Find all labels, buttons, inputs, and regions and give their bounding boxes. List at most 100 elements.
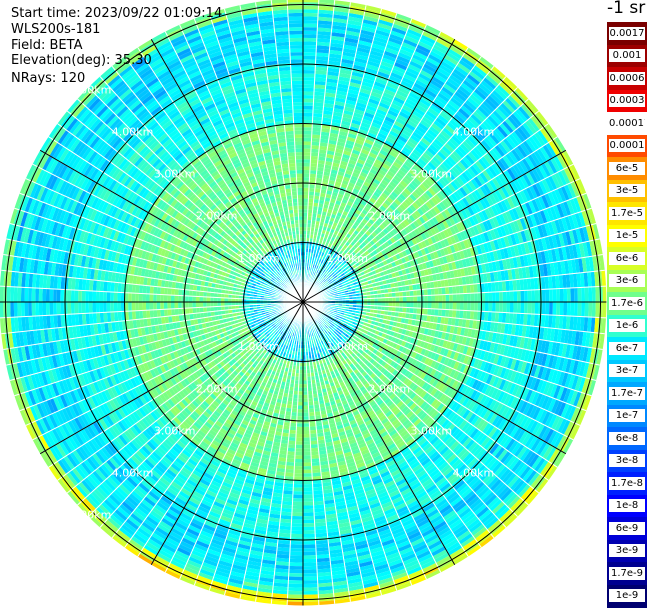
beta-gate bbox=[385, 302, 389, 306]
beta-gate bbox=[310, 167, 317, 171]
beta-gate bbox=[303, 181, 309, 185]
beta-gate bbox=[303, 166, 310, 170]
beta-gate bbox=[578, 287, 582, 302]
beta-gate bbox=[303, 152, 311, 156]
beta-gate bbox=[303, 141, 311, 145]
beta-gate bbox=[553, 302, 557, 315]
beta-gate bbox=[406, 291, 410, 297]
beta-gate bbox=[460, 294, 464, 302]
beta-gate bbox=[545, 289, 549, 302]
beta-gate bbox=[456, 286, 460, 294]
beta-gate bbox=[303, 170, 310, 174]
beta-gate bbox=[535, 302, 539, 314]
beta-gate bbox=[492, 302, 496, 312]
beta-gate bbox=[303, 9, 318, 13]
beta-gate bbox=[449, 302, 453, 310]
beta-gate bbox=[503, 302, 507, 313]
beta-gate bbox=[456, 310, 460, 318]
beta-gate bbox=[463, 302, 467, 311]
beta-gate bbox=[553, 289, 557, 302]
beta-gate bbox=[402, 291, 406, 297]
beta-gate bbox=[303, 198, 308, 202]
beta-gate bbox=[311, 145, 319, 149]
beta-gate bbox=[303, 24, 318, 28]
beta-gate bbox=[524, 290, 528, 302]
beta-gate bbox=[595, 286, 599, 302]
beta-gate bbox=[303, 45, 316, 49]
beta-gate bbox=[392, 297, 396, 302]
beta-gate bbox=[438, 295, 442, 302]
beta-gate bbox=[303, 77, 315, 81]
beta-gate bbox=[474, 293, 478, 302]
beta-gate bbox=[309, 177, 316, 181]
beta-gate bbox=[506, 291, 510, 302]
beta-gate bbox=[310, 430, 317, 434]
beta-gate bbox=[438, 287, 442, 294]
beta-gate bbox=[303, 16, 318, 20]
beta-gate bbox=[310, 440, 318, 444]
beta-gate bbox=[303, 41, 317, 45]
beta-gate bbox=[309, 409, 315, 413]
beta-gate bbox=[312, 134, 321, 138]
beta-gate bbox=[303, 145, 311, 149]
beta-gate bbox=[595, 302, 599, 318]
beta-gate bbox=[545, 302, 549, 315]
beta-gate bbox=[310, 426, 317, 430]
beta-gate bbox=[574, 288, 578, 302]
beta-gate bbox=[431, 309, 435, 316]
beta-gate bbox=[427, 289, 431, 296]
beta-gate bbox=[303, 191, 309, 195]
beta-gate bbox=[406, 307, 410, 313]
beta-gate bbox=[503, 291, 507, 302]
beta-gate bbox=[303, 134, 312, 138]
beta-gate bbox=[303, 177, 310, 181]
beta-gate bbox=[406, 302, 410, 308]
beta-gate bbox=[570, 288, 574, 302]
beta-gate bbox=[453, 294, 457, 302]
beta-gate bbox=[496, 292, 500, 302]
beta-gate bbox=[421, 302, 425, 308]
beta-gate bbox=[528, 302, 532, 314]
beta-gate bbox=[467, 293, 471, 302]
beta-gate bbox=[485, 302, 489, 312]
beta-gate bbox=[445, 309, 449, 317]
beta-gate bbox=[303, 109, 313, 113]
beta-gate bbox=[312, 472, 321, 476]
beta-gate bbox=[303, 63, 316, 67]
beta-gate bbox=[311, 451, 319, 455]
beta-gate bbox=[303, 202, 308, 206]
beta-gate bbox=[528, 290, 532, 302]
beta-gate bbox=[581, 287, 585, 302]
beta-gate bbox=[520, 302, 524, 314]
beta-gate bbox=[303, 20, 318, 24]
beta-gate bbox=[431, 295, 435, 302]
beta-gate bbox=[310, 156, 318, 160]
beta-gate bbox=[449, 294, 453, 302]
beta-gate bbox=[303, 209, 308, 213]
beta-gate bbox=[311, 462, 320, 466]
beta-gate bbox=[303, 56, 316, 60]
beta-gate bbox=[470, 284, 474, 293]
beta-gate bbox=[463, 285, 467, 294]
beta-gate bbox=[560, 302, 564, 316]
beta-gate bbox=[570, 302, 574, 316]
beta-gate bbox=[459, 285, 463, 294]
beta-gate bbox=[303, 27, 317, 31]
beta-gate bbox=[308, 405, 314, 409]
beta-gate bbox=[441, 287, 445, 295]
beta-gate bbox=[446, 302, 450, 310]
beta-gate bbox=[567, 302, 571, 316]
beta-gate bbox=[456, 302, 460, 310]
beta-gate bbox=[417, 296, 421, 302]
beta-gate bbox=[438, 302, 442, 309]
beta-gate bbox=[410, 302, 414, 308]
beta-gate bbox=[431, 302, 435, 309]
beta-gate bbox=[485, 292, 489, 302]
beta-gate bbox=[592, 287, 596, 302]
beta-gate bbox=[445, 287, 449, 295]
beta-gate bbox=[492, 292, 496, 302]
beta-gate bbox=[310, 444, 318, 448]
beta-gate bbox=[406, 296, 410, 302]
beta-gate bbox=[470, 311, 474, 320]
